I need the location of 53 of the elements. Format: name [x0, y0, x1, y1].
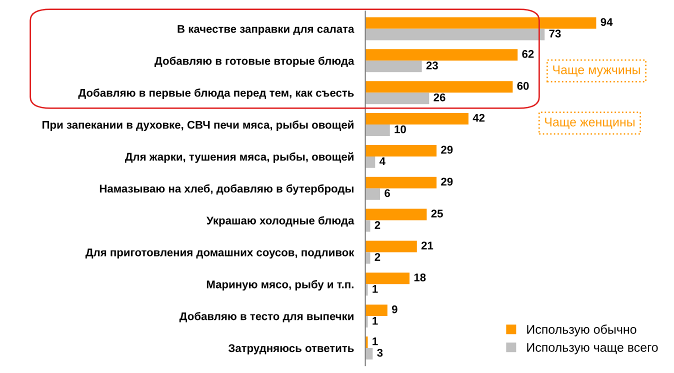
bar	[365, 188, 380, 200]
data-label: 26	[434, 93, 446, 102]
data-label: 3	[377, 348, 383, 357]
y-tick-label: Украшаю холодные блюда	[206, 216, 354, 227]
data-label: 10	[394, 125, 406, 134]
bar	[365, 81, 513, 93]
data-label: 2	[374, 253, 380, 261]
annotation: Чаще женщины	[545, 118, 634, 129]
bar	[365, 92, 430, 104]
data-label: 2	[374, 221, 380, 229]
data-label: 1	[372, 337, 378, 346]
bar	[365, 176, 437, 188]
y-tick-label: Добавляю в первые блюда перед тем, как съесть	[78, 88, 354, 99]
legend-label: Использую чаще всего	[527, 343, 658, 354]
data-label: 1	[372, 285, 378, 293]
bar	[365, 156, 376, 168]
data-label: 23	[426, 62, 438, 70]
y-tick-label: Мариную мясо, рыбу и т.п.	[206, 280, 354, 291]
y-tick-label: Для жарки, тушения мяса, рыбы, овощей	[124, 152, 354, 163]
bar	[365, 60, 422, 72]
data-label: 62	[522, 50, 534, 58]
bar	[365, 144, 437, 156]
y-tick-label: Затрудняюсь ответить	[228, 344, 354, 354]
bar	[365, 208, 427, 220]
data-label: 73	[549, 30, 561, 38]
y-tick-label: Добавляю в тесто для выпечки	[179, 312, 354, 322]
bar	[365, 304, 388, 316]
data-label: 21	[421, 242, 434, 250]
bar	[365, 240, 417, 252]
bar	[365, 124, 390, 136]
y-tick-label: В качестве заправки для салата	[178, 25, 354, 36]
data-label: 29	[441, 178, 453, 186]
bar	[365, 113, 468, 125]
data-label: 1	[372, 317, 378, 325]
y-tick-label: При запекании в духовке, СВЧ печи мяса, рыбы овощей	[42, 120, 354, 131]
data-label: 29	[441, 146, 453, 154]
data-label: 18	[414, 274, 426, 282]
data-label: 94	[600, 18, 613, 26]
data-label: 60	[517, 82, 529, 90]
bar	[365, 17, 596, 29]
data-label: 9	[392, 305, 398, 314]
y-tick-label: Намазываю на хлеб, добавляю в бутерброды	[100, 184, 354, 195]
y-tick-label: Для приготовления домашних соусов, подливок	[85, 248, 354, 259]
legend-label: Использую обычно	[527, 324, 636, 336]
bar	[365, 28, 545, 40]
y-tick-label: Добавляю в готовые вторые блюда	[154, 56, 354, 68]
data-label: 4	[379, 157, 386, 166]
data-label: 6	[384, 189, 390, 198]
bar	[365, 49, 518, 61]
data-label: 25	[431, 210, 443, 218]
annotation: Чаще мужчины	[553, 66, 640, 77]
data-label: 42	[472, 114, 485, 122]
bar	[365, 272, 410, 284]
